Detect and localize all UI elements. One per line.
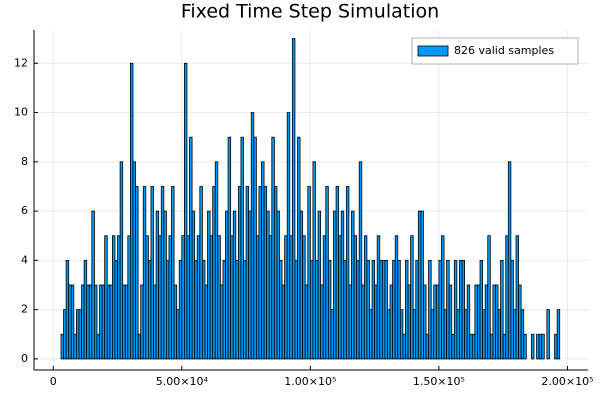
- y-tick-label: 12: [14, 56, 28, 69]
- bar: [546, 309, 550, 360]
- bar: [171, 186, 175, 360]
- y-tick-label: 4: [21, 253, 28, 266]
- bar: [523, 333, 527, 360]
- bar: [358, 161, 363, 360]
- bar: [345, 186, 350, 360]
- bar: [70, 284, 75, 360]
- x-tick-label: 2.00×10⁵: [541, 375, 593, 388]
- y-tick-label: 6: [21, 204, 28, 217]
- x-tick-label: 1.50×10⁵: [413, 375, 465, 388]
- chart-title: Fixed Time Step Simulation: [181, 1, 439, 23]
- x-tick-label: 1.00×10⁵: [284, 375, 336, 388]
- legend-label: 826 valid samples: [454, 44, 554, 57]
- bar: [466, 284, 471, 360]
- bar: [531, 333, 535, 360]
- bar: [240, 136, 244, 360]
- legend-swatch: [417, 45, 449, 57]
- x-tick-label: 5.00×10⁴: [156, 375, 209, 388]
- bar: [135, 186, 139, 360]
- bar: [556, 309, 561, 360]
- bar: [500, 259, 504, 360]
- bar: [448, 284, 453, 360]
- bar: [541, 333, 545, 360]
- y-tick-label: 8: [21, 155, 28, 168]
- x-tick-label: 0: [50, 375, 57, 388]
- y-tick-label: 2: [21, 303, 28, 316]
- bar: [291, 38, 296, 360]
- bar: [119, 161, 124, 360]
- bar: [441, 235, 445, 360]
- bar: [423, 284, 427, 360]
- bar: [410, 235, 414, 360]
- bar: [94, 284, 98, 360]
- y-tick-label: 0: [21, 352, 28, 365]
- bar: [183, 62, 188, 360]
- bar: [150, 186, 154, 360]
- bar: [487, 235, 491, 360]
- y-tick-label: 10: [14, 106, 28, 119]
